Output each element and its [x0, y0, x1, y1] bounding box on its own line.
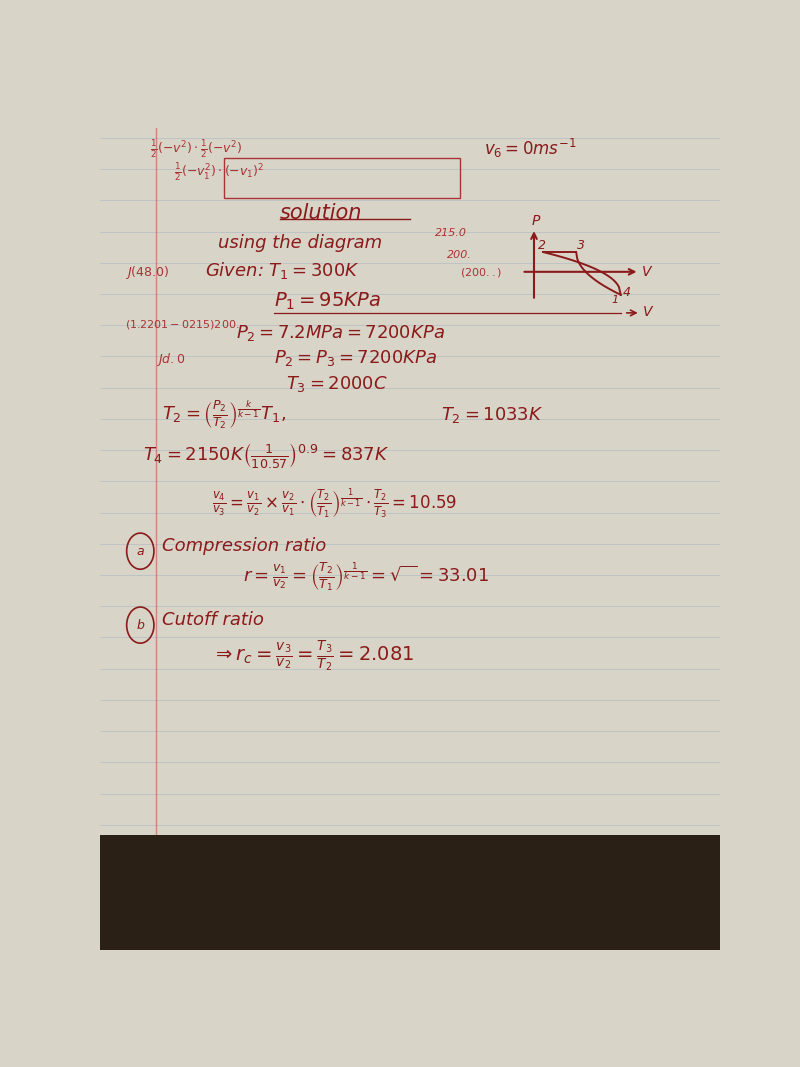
Text: $(1.2201-0215)200.$: $(1.2201-0215)200.$ — [125, 318, 239, 331]
Text: $T_2 = 1033K$: $T_2 = 1033K$ — [441, 404, 543, 425]
Text: $(200..)$: $(200..)$ — [459, 267, 502, 280]
Text: Cutoff ratio: Cutoff ratio — [162, 611, 264, 630]
Text: $J(48.0)$: $J(48.0)$ — [125, 264, 169, 281]
Text: $P_1 = 95KPa$: $P_1 = 95KPa$ — [274, 290, 381, 312]
Text: V: V — [642, 305, 652, 319]
Text: $P_2 = 7.2MPa = 7200KPa$: $P_2 = 7.2MPa = 7200KPa$ — [237, 323, 446, 344]
Text: $T_3 = 2000C$: $T_3 = 2000C$ — [286, 375, 388, 395]
Text: $\frac{1}{2}(-v_1^2)\cdot(-v_1)^2$: $\frac{1}{2}(-v_1^2)\cdot(-v_1)^2$ — [174, 161, 265, 184]
Text: solution: solution — [280, 203, 362, 223]
Text: P: P — [531, 214, 540, 228]
Text: Given: $T_1 = 300K$: Given: $T_1 = 300K$ — [206, 260, 360, 281]
Bar — [224, 158, 459, 197]
Text: $\Rightarrow r_c = \frac{v_3}{v_2} = \frac{T_3}{T_2} = 2.081$: $\Rightarrow r_c = \frac{v_3}{v_2} = \fr… — [211, 638, 414, 672]
Text: $T_2 = \left(\frac{P_2}{T_2}\right)^{\frac{k}{k-1}} T_1,$: $T_2 = \left(\frac{P_2}{T_2}\right)^{\fr… — [162, 398, 286, 431]
Text: $T_4 = 2150K\left(\frac{1}{10.57}\right)^{0.9} = 837K$: $T_4 = 2150K\left(\frac{1}{10.57}\right)… — [143, 441, 390, 469]
Text: $v_6 = 0ms^{-1}$: $v_6 = 0ms^{-1}$ — [485, 137, 577, 160]
Text: $Jd.0$: $Jd.0$ — [156, 351, 185, 368]
Text: V: V — [642, 265, 651, 278]
Text: b: b — [136, 619, 144, 632]
Text: a: a — [137, 544, 144, 558]
Text: using the diagram: using the diagram — [218, 234, 382, 252]
Text: 4: 4 — [622, 286, 630, 300]
Text: Compression ratio: Compression ratio — [162, 537, 326, 555]
Text: 1: 1 — [611, 296, 618, 305]
Text: $P_2 = P_3 = 7200KPa$: $P_2 = P_3 = 7200KPa$ — [274, 348, 437, 368]
Text: $\frac{v_4}{v_3} = \frac{v_1}{v_2} \times \frac{v_2}{v_1} \cdot \left(\frac{T_2}: $\frac{v_4}{v_3} = \frac{v_1}{v_2} \time… — [211, 488, 456, 520]
Text: 3: 3 — [578, 239, 586, 252]
Text: $\frac{1}{2}(-v^2)\cdot\frac{1}{2}(-v^2)$: $\frac{1}{2}(-v^2)\cdot\frac{1}{2}(-v^2)… — [150, 138, 242, 160]
Bar — [100, 834, 720, 950]
Text: 200.: 200. — [447, 250, 472, 260]
Text: 2: 2 — [538, 239, 546, 252]
Text: 215.0: 215.0 — [435, 228, 467, 239]
Text: $r = \frac{v_1}{v_2} = \left(\frac{T_2}{T_1}\right)^{\frac{1}{k-1}} = \sqrt{\;\;: $r = \frac{v_1}{v_2} = \left(\frac{T_2}{… — [242, 561, 489, 594]
